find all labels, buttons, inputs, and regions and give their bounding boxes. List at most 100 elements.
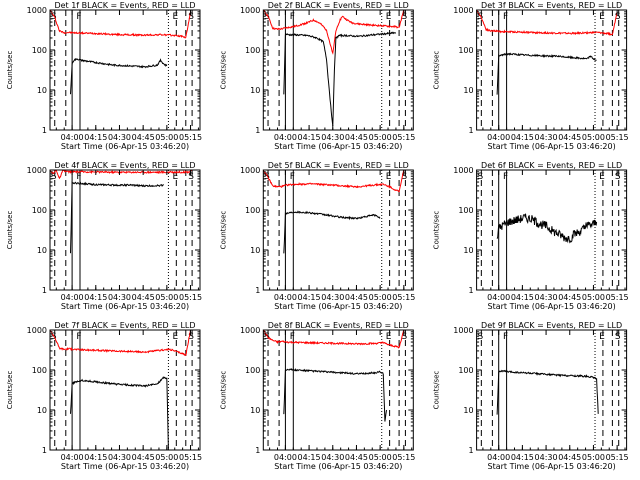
- x-tick-label: 05:00: [582, 453, 605, 462]
- x-tick-label: 04:45: [558, 453, 581, 462]
- x-tick-label: 05:15: [392, 293, 415, 302]
- x-axis-label: Start Time (06-Apr-15 03:46:20): [61, 302, 189, 311]
- y-tick-label: 1: [469, 446, 474, 455]
- x-tick-label: 05:00: [582, 133, 605, 142]
- event-marker-label: S: [477, 172, 483, 182]
- y-tick-label: 1000: [27, 326, 47, 335]
- x-tick-label: 04:30: [108, 453, 131, 462]
- x-tick-label: 05:15: [606, 293, 629, 302]
- y-tick-label: 10: [37, 246, 47, 255]
- y-tick-label: 1: [255, 126, 260, 135]
- y-tick-label: 100: [245, 46, 260, 55]
- panel-title: Det 3f BLACK = Events, RED = LLD: [481, 1, 622, 10]
- panel-title: Det 2f BLACK = Events, RED = LLD: [268, 1, 409, 10]
- event-marker-label: E: [172, 172, 178, 182]
- y-tick-label: 1: [469, 126, 474, 135]
- events-series-line: [283, 210, 381, 254]
- y-axis-label: Counts/sec: [6, 371, 14, 410]
- lld-series-line: [476, 10, 618, 37]
- x-tick-label: 05:15: [606, 133, 629, 142]
- event-marker-label: E: [386, 332, 392, 342]
- y-axis-label: Counts/sec: [219, 51, 227, 90]
- x-tick-label: 05:00: [582, 293, 605, 302]
- lld-series-line: [50, 10, 191, 39]
- x-tick-label: 04:15: [84, 453, 107, 462]
- event-marker-label: F: [76, 12, 81, 22]
- y-tick-label: 10: [250, 86, 260, 95]
- lld-series-line: [263, 330, 405, 349]
- x-tick-label: 04:30: [321, 293, 344, 302]
- y-axis-label: Counts/sec: [6, 51, 14, 90]
- x-tick-label: 05:00: [369, 453, 392, 462]
- x-tick-label: 04:15: [511, 453, 534, 462]
- x-tick-label: 04:15: [84, 293, 107, 302]
- event-marker-label: E: [386, 172, 392, 182]
- event-marker-label: S: [51, 172, 57, 182]
- event-marker-label: S: [264, 172, 270, 182]
- y-tick-label: 10: [37, 86, 47, 95]
- events-series-line: [496, 213, 598, 244]
- x-tick-label: 04:00: [487, 133, 510, 142]
- event-marker-label: S: [615, 172, 621, 182]
- y-tick-label: 10: [250, 246, 260, 255]
- x-tick-label: 04:15: [298, 293, 321, 302]
- x-axis-label: Start Time (06-Apr-15 03:46:20): [274, 302, 402, 311]
- x-tick-label: 04:45: [345, 453, 368, 462]
- x-tick-label: 05:15: [179, 133, 202, 142]
- x-tick-label: 04:00: [61, 133, 84, 142]
- x-tick-label: 04:15: [84, 133, 107, 142]
- y-tick-label: 1: [42, 286, 47, 295]
- panel-title: Det 1f BLACK = Events, RED = LLD: [54, 1, 195, 10]
- y-tick-label: 100: [458, 366, 473, 375]
- x-tick-label: 04:15: [298, 453, 321, 462]
- y-axis-label: Counts/sec: [433, 371, 441, 410]
- x-tick-label: 05:00: [369, 293, 392, 302]
- y-tick-label: 1000: [453, 166, 473, 175]
- y-tick-label: 100: [458, 206, 473, 215]
- y-axis-label: Counts/sec: [433, 51, 441, 90]
- x-tick-label: 04:15: [511, 133, 534, 142]
- x-tick-label: 04:00: [487, 293, 510, 302]
- lld-series-line: [50, 170, 193, 180]
- x-tick-label: 05:15: [392, 453, 415, 462]
- x-tick-label: 04:00: [61, 453, 84, 462]
- event-marker-label: E: [599, 172, 605, 182]
- x-tick-label: 05:15: [392, 133, 415, 142]
- x-tick-label: 04:30: [535, 133, 558, 142]
- x-tick-label: 04:00: [274, 133, 297, 142]
- event-marker-label: S: [402, 172, 408, 182]
- event-marker-label: S: [402, 12, 408, 22]
- plot-frame: [49, 329, 201, 451]
- x-tick-label: 05:15: [179, 293, 202, 302]
- y-tick-label: 100: [32, 366, 47, 375]
- plot-frame: [262, 329, 414, 451]
- x-tick-label: 04:15: [298, 133, 321, 142]
- x-tick-label: 04:45: [558, 293, 581, 302]
- x-tick-label: 04:45: [345, 293, 368, 302]
- event-marker-label: S: [477, 332, 483, 342]
- event-marker-label: F: [290, 172, 295, 182]
- event-marker-label: E: [172, 332, 178, 342]
- events-series-line: [70, 180, 164, 254]
- x-tick-label: 04:15: [511, 293, 534, 302]
- y-tick-label: 1000: [453, 6, 473, 15]
- y-tick-label: 1000: [240, 326, 260, 335]
- y-tick-label: 100: [32, 206, 47, 215]
- x-tick-label: 05:00: [155, 133, 178, 142]
- event-marker-label: S: [188, 172, 194, 182]
- x-tick-label: 04:45: [132, 293, 155, 302]
- events-series-line: [496, 52, 597, 95]
- y-tick-label: 100: [32, 46, 47, 55]
- event-marker-label: S: [188, 332, 194, 342]
- y-tick-label: 10: [37, 406, 47, 415]
- y-tick-label: 10: [463, 86, 473, 95]
- panel-title: Det 6f BLACK = Events, RED = LLD: [481, 161, 622, 170]
- x-axis-label: Start Time (06-Apr-15 03:46:20): [487, 142, 615, 151]
- y-tick-label: 1000: [240, 166, 260, 175]
- x-axis-label: Start Time (06-Apr-15 03:46:20): [487, 462, 615, 471]
- x-tick-label: 05:15: [606, 453, 629, 462]
- y-tick-label: 1000: [453, 326, 473, 335]
- event-marker-label: F: [76, 332, 81, 342]
